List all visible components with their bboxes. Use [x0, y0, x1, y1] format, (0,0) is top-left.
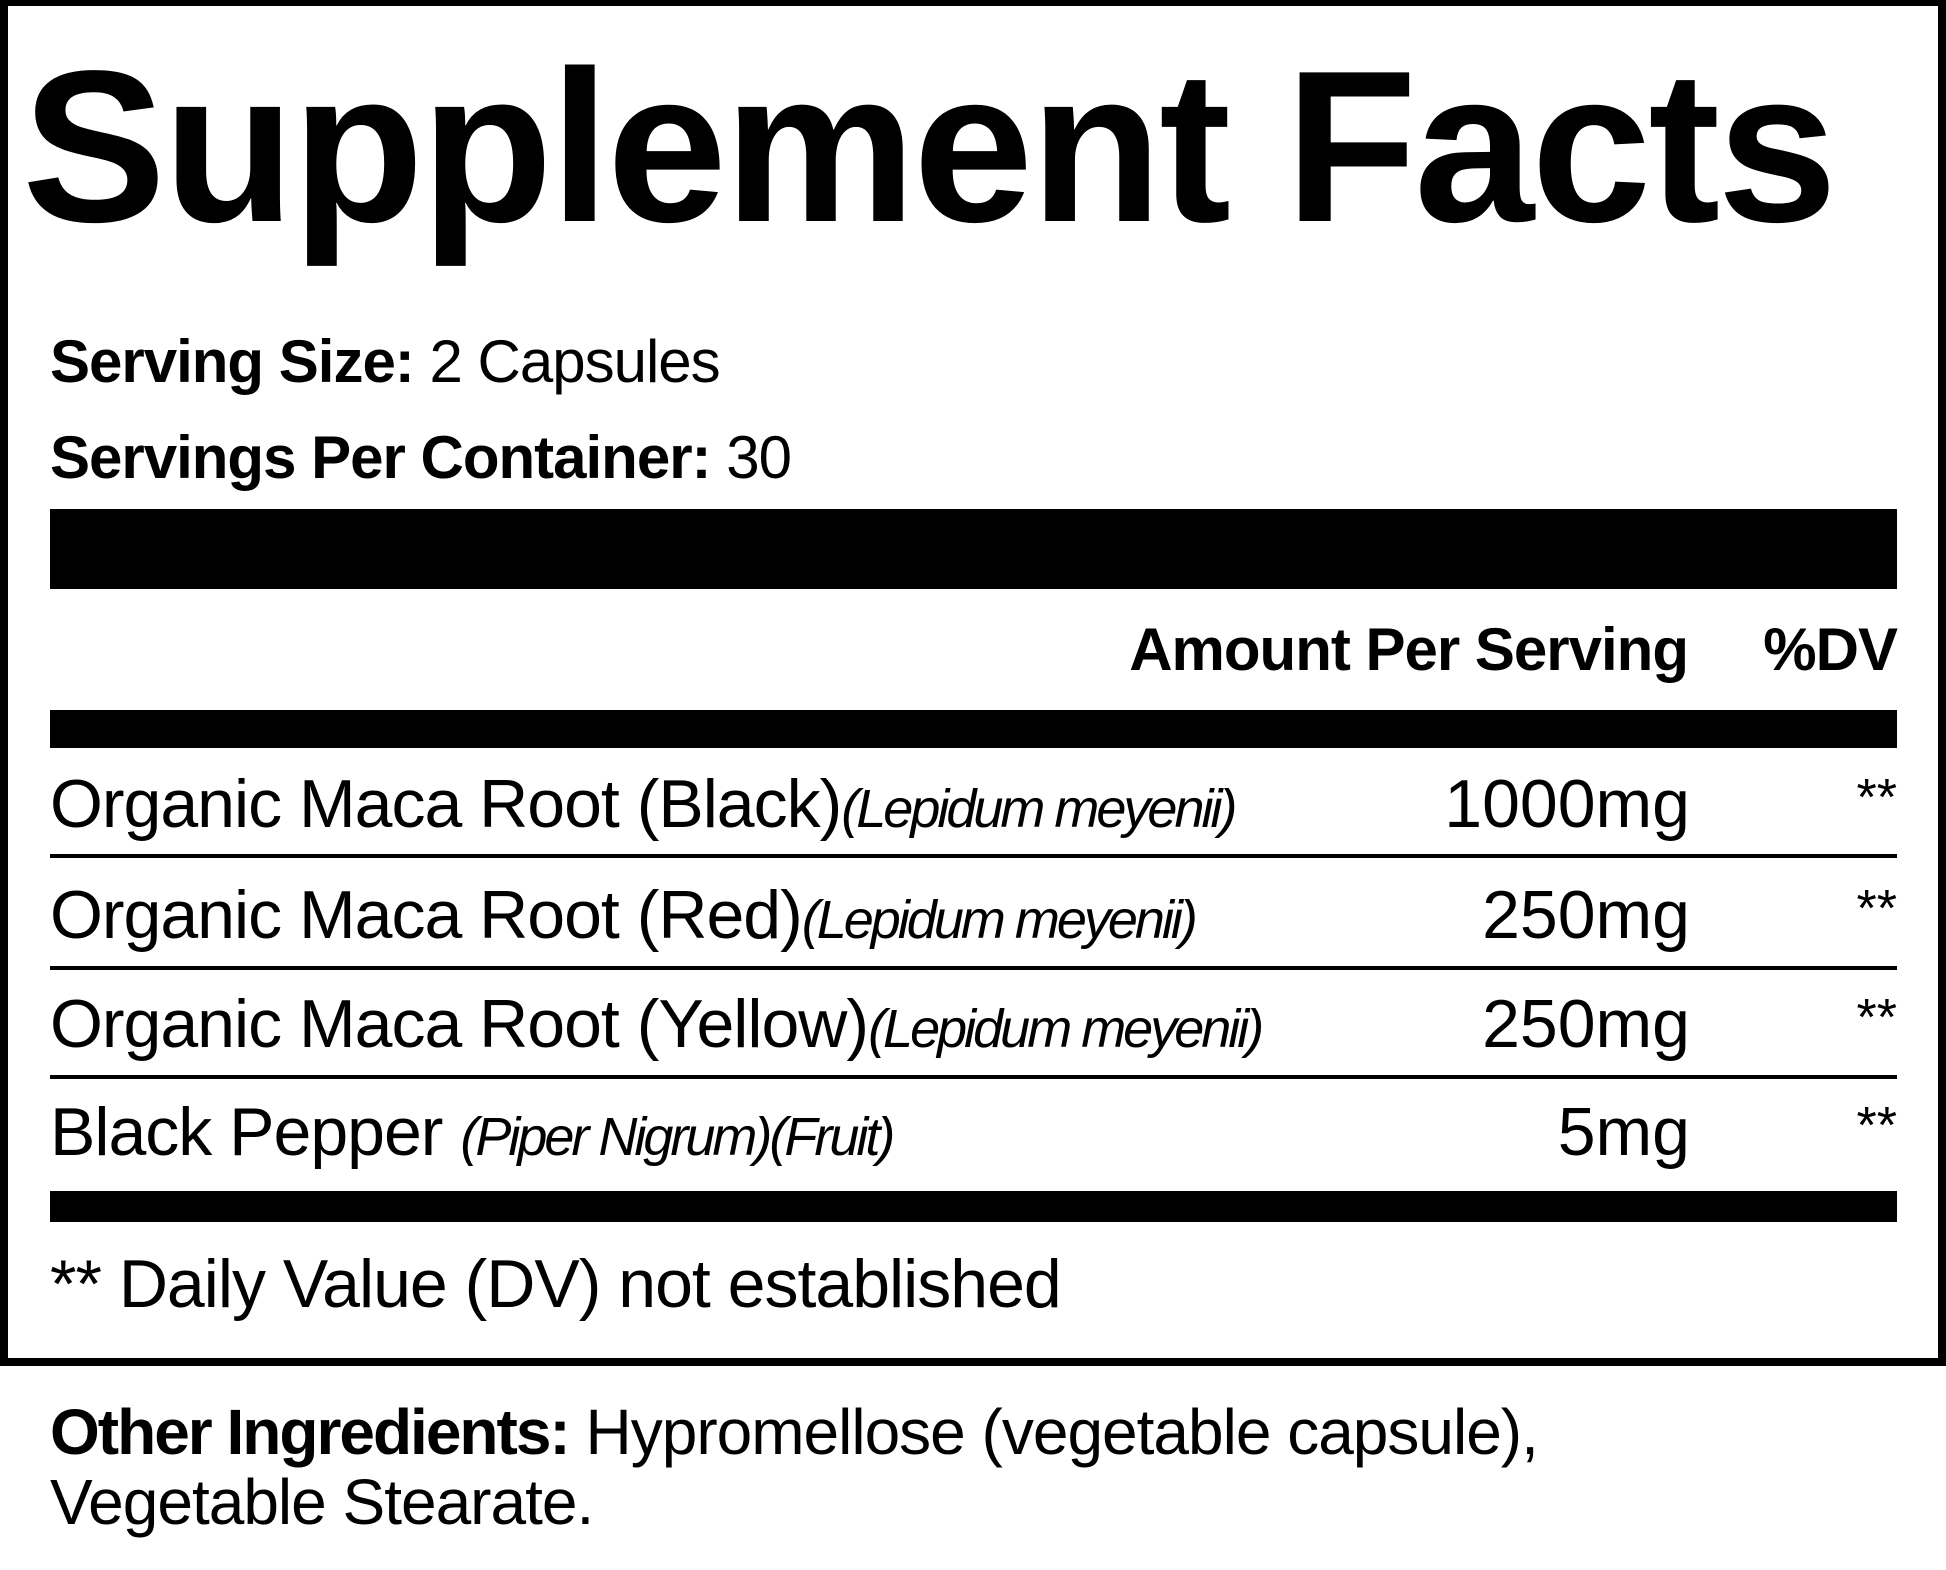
ingredient-row: Black Pepper (Piper Nigrum)(Fruit) 5mg *… — [50, 1092, 1897, 1172]
ingredient-dv: ** — [1856, 989, 1897, 1047]
row-divider — [50, 854, 1897, 858]
dv-footnote: ** Daily Value (DV) not established — [50, 1246, 1062, 1322]
panel-title: Supplement Facts — [22, 25, 1837, 267]
ingredient-dv: ** — [1856, 880, 1897, 938]
supplement-facts-panel — [0, 0, 1946, 1366]
serving-size-label: Serving Size: — [50, 328, 415, 395]
ingredient-row: Organic Maca Root (Red)(Lepidum meyenii)… — [50, 875, 1897, 955]
ingredient-amount: 250mg — [1482, 877, 1690, 953]
serving-size-value: 2 Capsules — [429, 328, 720, 395]
bottom-divider — [50, 1191, 1897, 1222]
ingredient-name: Organic Maca Root (Black)(Lepidum meyeni… — [50, 766, 1237, 842]
row-divider — [50, 966, 1897, 970]
row-divider — [50, 1075, 1897, 1079]
ingredient-dv: ** — [1856, 1097, 1897, 1155]
ingredient-row: Organic Maca Root (Yellow)(Lepidum meyen… — [50, 984, 1897, 1064]
servings-per-container-value: 30 — [726, 424, 792, 491]
ingredient-row: Organic Maca Root (Black)(Lepidum meyeni… — [50, 764, 1897, 844]
ingredient-dv: ** — [1856, 769, 1897, 827]
ingredient-name: Organic Maca Root (Red)(Lepidum meyenii) — [50, 877, 1198, 953]
medium-divider — [50, 710, 1897, 748]
servings-per-container: Servings Per Container: 30 — [50, 428, 792, 488]
ingredient-amount: 5mg — [1557, 1094, 1690, 1170]
dv-header: %DV — [1763, 616, 1898, 683]
ingredient-name: Organic Maca Root (Yellow)(Lepidum meyen… — [50, 986, 1264, 1062]
other-ingredients: Other Ingredients: Hypromellose (vegetab… — [50, 1400, 1539, 1464]
amount-per-serving-header: Amount Per Serving — [1129, 616, 1689, 683]
serving-size: Serving Size: 2 Capsules — [50, 332, 721, 392]
ingredient-amount: 250mg — [1482, 986, 1690, 1062]
ingredient-name: Black Pepper (Piper Nigrum)(Fruit) — [50, 1094, 895, 1170]
other-ingredients-line2: Vegetable Stearate. — [50, 1466, 594, 1538]
other-ingredients-label: Other Ingredients: — [50, 1396, 571, 1468]
servings-per-container-label: Servings Per Container: — [50, 424, 712, 491]
ingredient-amount: 1000mg — [1444, 766, 1690, 842]
other-ingredients-line1: Hypromellose (vegetable capsule), — [568, 1396, 1539, 1468]
thick-divider — [50, 509, 1897, 589]
